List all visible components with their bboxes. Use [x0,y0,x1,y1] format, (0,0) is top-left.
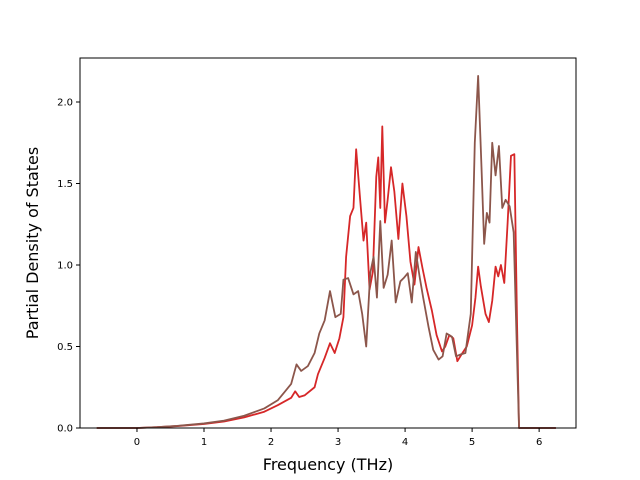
x-tick-label: 2 [268,437,274,448]
y-tick-label: 0.0 [57,424,73,435]
x-tick-label: 5 [469,437,475,448]
x-tick-label: 1 [201,437,207,448]
x-axis-ticks: 0 1 2 3 4 5 6 [134,428,542,448]
x-tick-label: 0 [134,437,140,448]
y-tick-label: 0.5 [57,342,73,353]
pdos-series-line-2 [96,75,556,429]
y-tick-label: 1.5 [57,179,73,190]
x-tick-label: 3 [335,437,341,448]
y-tick-label: 2.0 [57,98,73,109]
pdos-series-line-1 [96,125,556,429]
x-tick-label: 4 [402,437,408,448]
y-tick-label: 1.0 [57,261,73,272]
x-tick-label: 6 [536,437,542,448]
series-layer [96,75,556,429]
axes-frame [79,57,577,429]
y-axis-ticks: 0.0 0.5 1.0 1.5 2.0 [57,98,80,435]
x-axis-label: Frequency (THz) [263,455,393,474]
y-axis-label: Partial Density of States [23,147,42,339]
